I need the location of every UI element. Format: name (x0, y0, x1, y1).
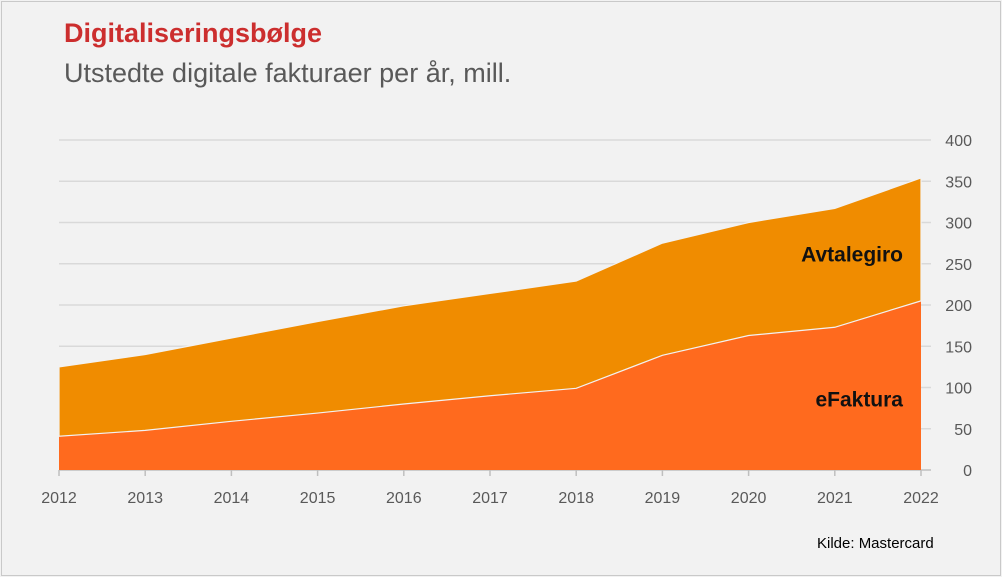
y-axis-ticks: 0 50 100 150 200 250 300 350 400 (945, 133, 972, 480)
y-tick-label: 400 (945, 133, 972, 150)
series-area-avtalegiro (58, 177, 922, 437)
y-tick-label: 50 (954, 422, 972, 439)
x-tick-label: 2013 (127, 490, 163, 507)
x-tick-label: 2016 (386, 490, 422, 507)
x-tick-label: 2012 (41, 490, 77, 507)
x-tick-label: 2015 (300, 490, 336, 507)
y-tick-label: 300 (945, 216, 972, 233)
x-axis-ticks: 2012 2013 2014 2015 2016 2017 2018 2019 2020 2021… (41, 470, 939, 507)
series-labels: eFaktura Avtalegiro (801, 244, 903, 412)
series-area-efaktura (59, 300, 921, 470)
x-tick-label: 2021 (817, 490, 853, 507)
x-tick-label: 2017 (472, 490, 508, 507)
source-note: Kilde: Mastercard (817, 535, 934, 552)
y-tick-label: 200 (945, 298, 972, 315)
chart-subtitle: Utstedte digitale fakturaer per år, mill… (64, 58, 512, 88)
x-tick-label: 2019 (645, 490, 681, 507)
y-tick-label: 100 (945, 381, 972, 398)
y-tick-label: 350 (945, 174, 972, 191)
y-tick-label: 0 (963, 463, 972, 480)
y-tick-label: 150 (945, 339, 972, 356)
series-label-efaktura: eFaktura (815, 389, 903, 412)
x-tick-label: 2014 (214, 490, 250, 507)
area-series (58, 177, 922, 470)
chart-title: Digitaliseringsbølge (64, 18, 323, 48)
x-tick-label: 2020 (731, 490, 767, 507)
y-tick-label: 250 (945, 257, 972, 274)
series-label-avtalegiro: Avtalegiro (801, 244, 903, 267)
x-tick-label: 2018 (558, 490, 594, 507)
x-tick-label: 2022 (903, 490, 939, 507)
